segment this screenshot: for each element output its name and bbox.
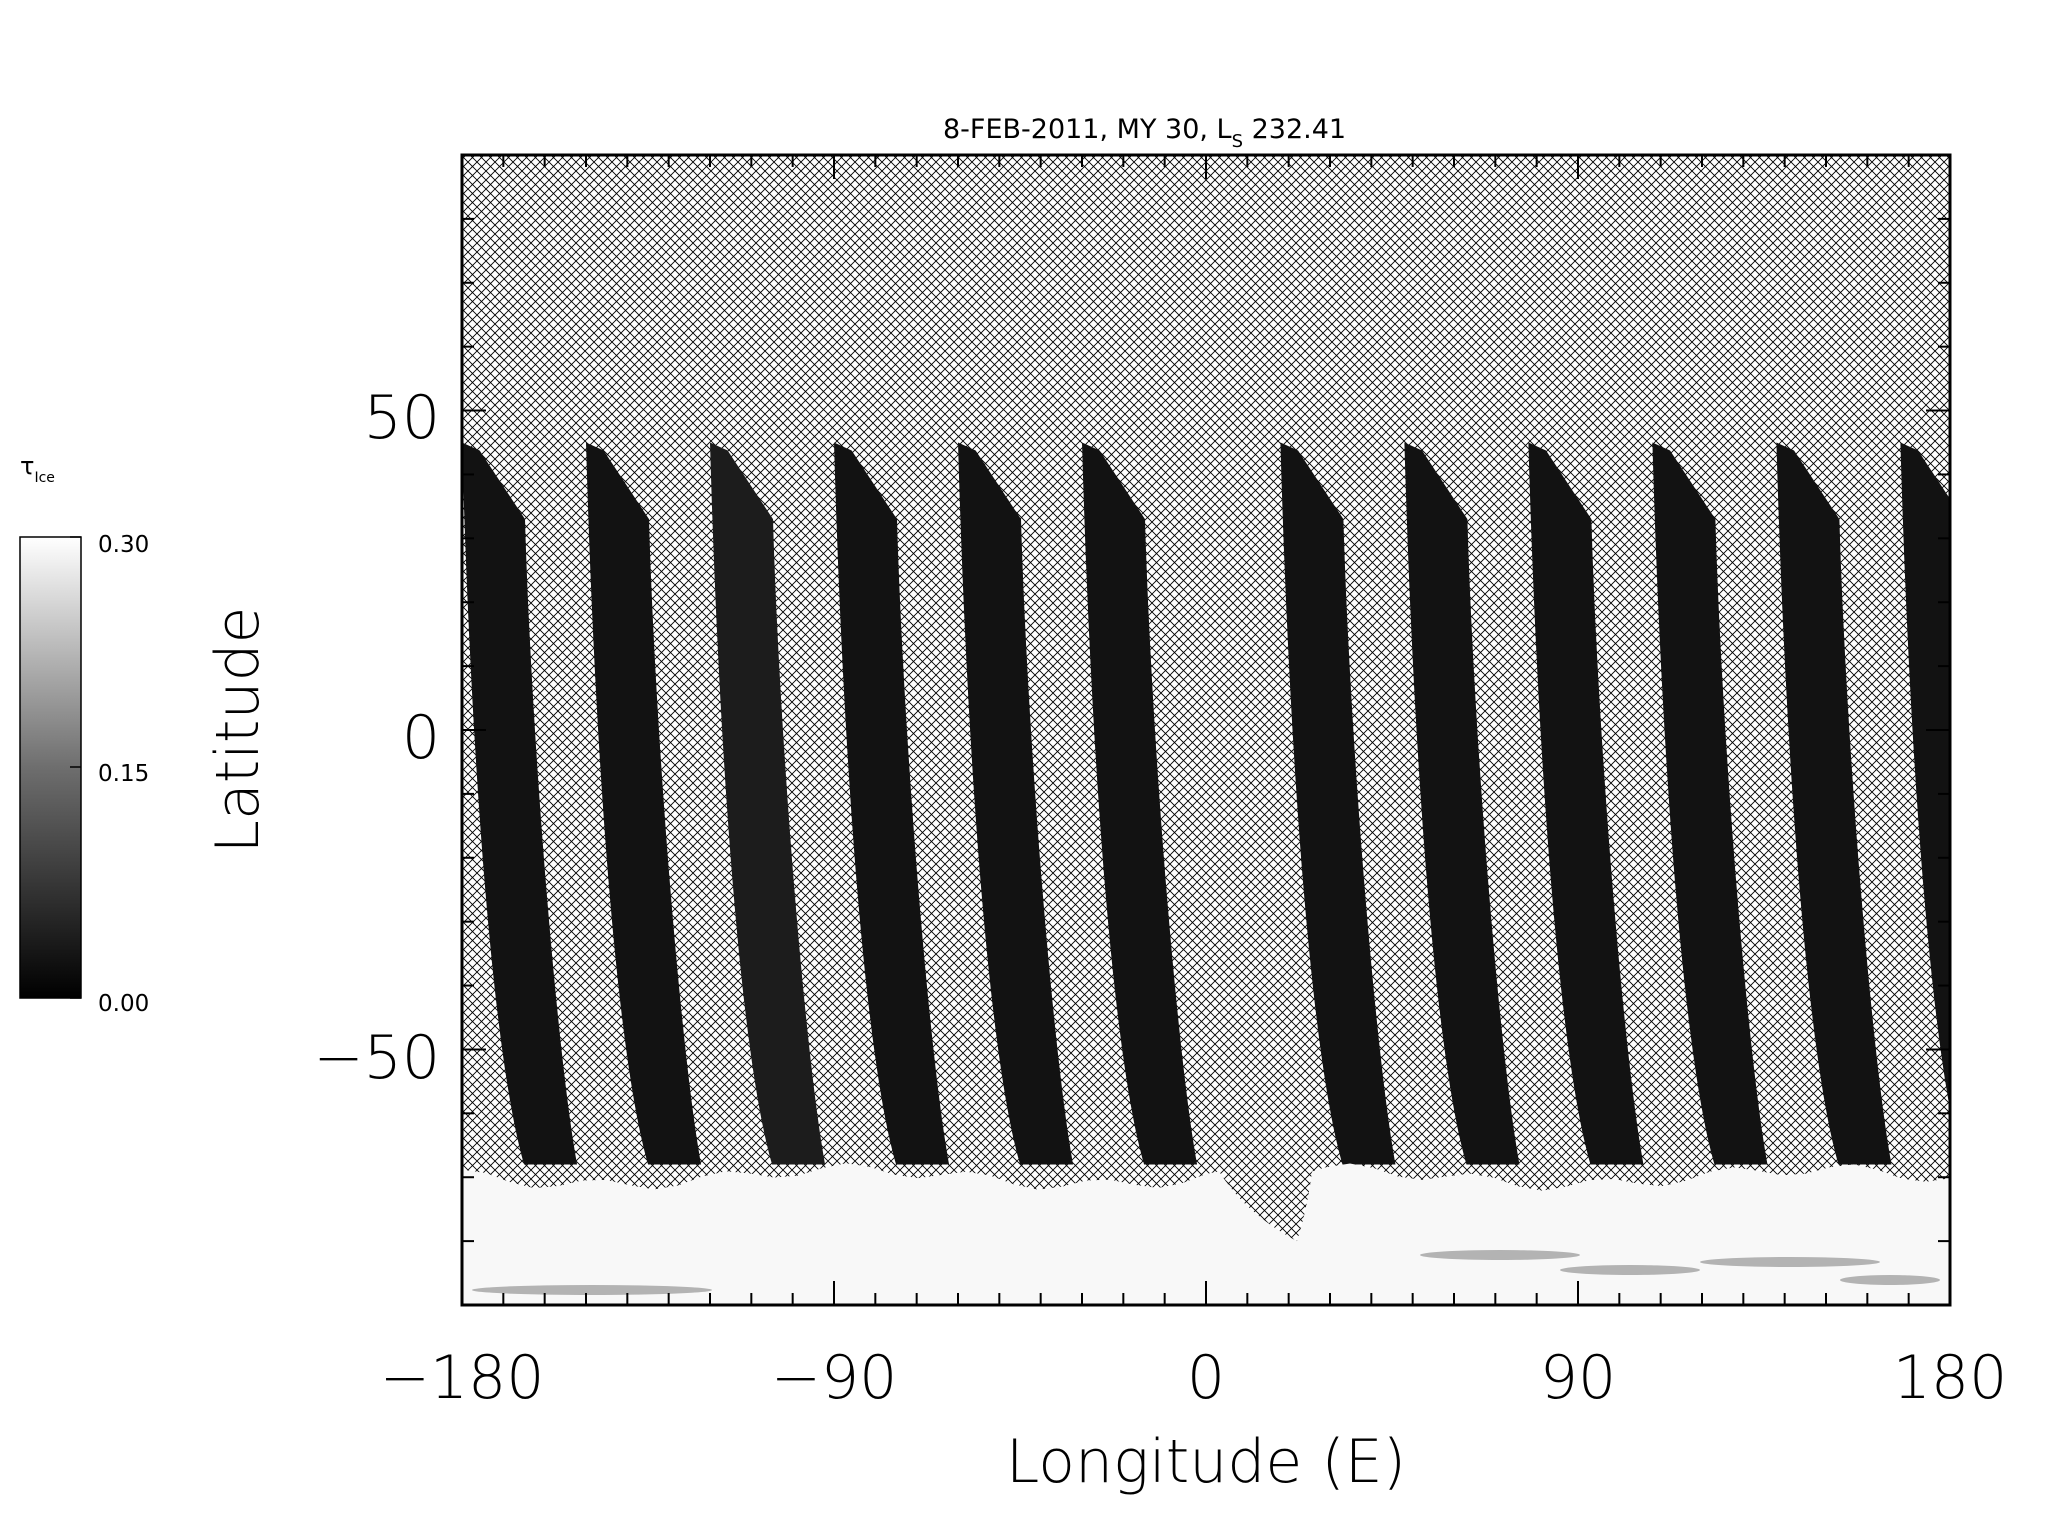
x-tick-label: 0 [1187, 1343, 1225, 1413]
orbit-swath [1776, 442, 1892, 1165]
plot-area [462, 155, 1950, 1305]
colorbar-label-subscript: Ice [34, 470, 54, 486]
orbit-swath [1652, 442, 1768, 1165]
x-tick-label: 90 [1540, 1343, 1616, 1413]
orbit-swath [1404, 442, 1520, 1165]
colorbar-tick-label: 0.30 [98, 532, 149, 558]
orbit-swath [1528, 442, 1644, 1165]
orbit-swath [834, 442, 950, 1165]
orbit-swath [1280, 442, 1396, 1165]
colorbar-tick-label: 0.00 [98, 991, 149, 1017]
y-tick-label: 0 [402, 703, 440, 773]
orbit-swath [1900, 442, 1950, 1110]
chart-title-main: 8-FEB-2011, MY 30, L [943, 114, 1232, 145]
orbit-swath [1082, 442, 1198, 1165]
ice-streak [1560, 1265, 1700, 1275]
chart-title-value: 232.41 [1243, 114, 1346, 145]
orbit-swath [586, 442, 702, 1165]
orbit-swath [462, 442, 578, 1165]
y-tick-label: 50 [364, 383, 440, 453]
colorbar: τIce 0.30 0.15 0.00 [19, 452, 149, 1017]
no-data-gap-polar [1185, 1049, 1314, 1242]
swath-layer [462, 442, 1950, 1165]
orbit-swath [710, 442, 826, 1165]
chart-title: 8-FEB-2011, MY 30, LS 232.41 [943, 114, 1346, 152]
x-tick-label: −180 [380, 1343, 545, 1413]
x-tick-label: 180 [1893, 1343, 2008, 1413]
y-axis-label: Latitude [203, 607, 273, 854]
x-tick-label: −90 [771, 1343, 898, 1413]
ice-streak [1700, 1257, 1880, 1267]
colorbar-tick-label: 0.15 [98, 761, 149, 787]
orbit-swath [958, 442, 1074, 1165]
ice-streak [1420, 1250, 1580, 1260]
y-tick-label: −50 [313, 1023, 440, 1093]
x-axis-label: Longitude (E) [1006, 1427, 1406, 1497]
axis-ticks [461, 154, 1951, 1306]
ice-streak [472, 1285, 712, 1295]
south-polar-ice-band [462, 1163, 1950, 1305]
ice-streak [1840, 1275, 1940, 1285]
chart-title-subscript: S [1232, 131, 1243, 152]
colorbar-label: τIce [20, 452, 55, 486]
colorbar-label-symbol: τ [20, 452, 34, 480]
